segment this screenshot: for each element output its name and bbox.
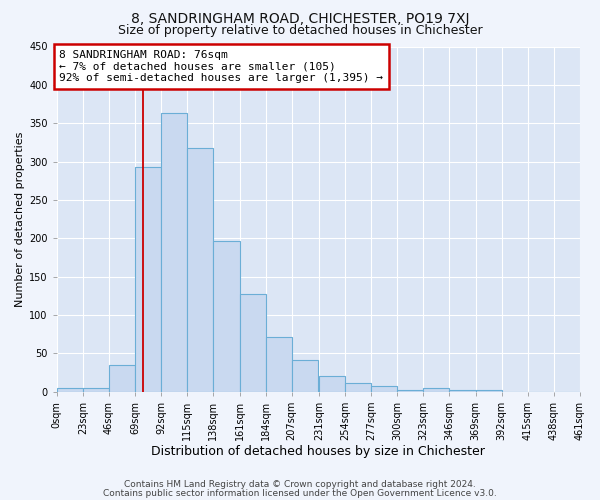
Bar — [476, 390, 502, 392]
Bar — [292, 360, 318, 392]
Text: 8, SANDRINGHAM ROAD, CHICHESTER, PO19 7XJ: 8, SANDRINGHAM ROAD, CHICHESTER, PO19 7X… — [131, 12, 469, 26]
Text: Contains public sector information licensed under the Open Government Licence v3: Contains public sector information licen… — [103, 489, 497, 498]
Y-axis label: Number of detached properties: Number of detached properties — [15, 132, 25, 307]
Bar — [449, 390, 476, 392]
Bar — [239, 294, 266, 392]
Text: Size of property relative to detached houses in Chichester: Size of property relative to detached ho… — [118, 24, 482, 37]
Bar — [187, 148, 214, 392]
Bar — [83, 388, 109, 392]
Bar — [424, 388, 449, 392]
X-axis label: Distribution of detached houses by size in Chichester: Distribution of detached houses by size … — [151, 444, 485, 458]
Bar — [161, 114, 187, 392]
Bar — [109, 365, 135, 392]
Bar — [345, 382, 371, 392]
Bar — [57, 388, 83, 392]
Bar — [266, 336, 292, 392]
Bar — [214, 240, 239, 392]
Bar — [397, 390, 424, 392]
Text: 8 SANDRINGHAM ROAD: 76sqm
← 7% of detached houses are smaller (105)
92% of semi-: 8 SANDRINGHAM ROAD: 76sqm ← 7% of detach… — [59, 50, 383, 83]
Bar — [371, 386, 397, 392]
Bar — [319, 376, 345, 392]
Bar — [135, 167, 161, 392]
Text: Contains HM Land Registry data © Crown copyright and database right 2024.: Contains HM Land Registry data © Crown c… — [124, 480, 476, 489]
